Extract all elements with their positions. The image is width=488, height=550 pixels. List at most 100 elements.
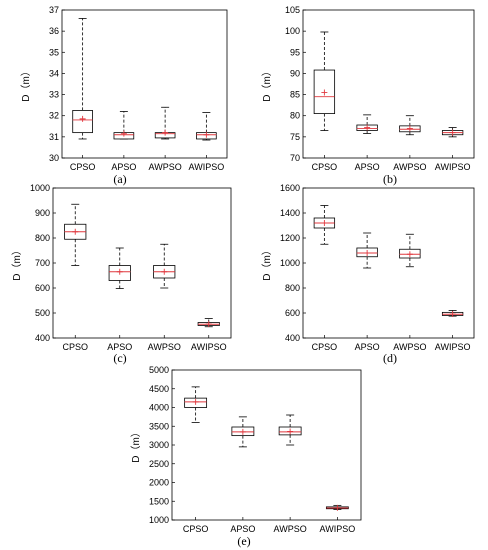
box-awipso xyxy=(197,318,220,328)
x-tick-label-apso: APSO xyxy=(111,162,136,172)
box-awpso xyxy=(399,115,421,136)
mean-marker xyxy=(72,228,79,235)
box-cpso xyxy=(313,205,336,245)
panel-e: 1000 1500 2000 2500 3000 3500 4000 4500 5000 D（m）… xyxy=(130,365,362,548)
y-tick-label: 900 xyxy=(35,208,50,218)
y-tick-label: 4000 xyxy=(149,403,169,413)
y-tick-label: 4500 xyxy=(149,384,169,394)
y-tick-label: 30 xyxy=(49,153,59,163)
mean-marker xyxy=(364,124,371,131)
box-awpso xyxy=(278,414,302,446)
mean-marker xyxy=(79,115,86,122)
mean-marker xyxy=(449,129,456,136)
y-tick-label: 1500 xyxy=(149,496,169,506)
mean-marker xyxy=(287,428,294,435)
y-axis-label: D（m） xyxy=(11,245,23,281)
y-tick-label: 3000 xyxy=(149,440,169,450)
mean-marker xyxy=(161,268,168,275)
y-tick-label: 31 xyxy=(49,132,59,142)
panel-b: 70 75 80 85 90 95 100 105 D（m） CPSO APSO AWPSO AWIPS… xyxy=(261,5,475,186)
panel-caption: (e) xyxy=(237,534,250,548)
x-tick-label-apso: APSO xyxy=(230,524,255,534)
y-tick-label: 800 xyxy=(35,233,50,243)
panel-caption: (d) xyxy=(383,351,397,365)
x-tick-label-awpso: AWPSO xyxy=(148,342,181,352)
box-apso xyxy=(356,232,378,269)
x-tick-label-awipso: AWIPSO xyxy=(435,342,471,352)
box-apso xyxy=(113,111,135,140)
mean-marker xyxy=(162,129,169,136)
panel-c: 400 500 600 700 800 900 1000 D（m） CPSO APSO AWPSO A… xyxy=(11,183,232,365)
y-tick-label: 85 xyxy=(290,90,300,100)
y-tick-label: 34 xyxy=(49,68,59,78)
x-tick-label-awipso: AWIPSO xyxy=(189,162,225,172)
y-tick-label: 600 xyxy=(35,283,50,293)
box-awpso xyxy=(399,233,421,268)
mean-marker xyxy=(321,89,328,96)
y-tick-label: 75 xyxy=(290,132,300,142)
x-tick-label-cpso: CPSO xyxy=(70,162,96,172)
y-tick-label: 3500 xyxy=(149,421,169,431)
y-tick-label: 2500 xyxy=(149,459,169,469)
y-tick-label: 70 xyxy=(290,153,300,163)
y-axis-label: D（m） xyxy=(130,427,142,463)
mean-marker xyxy=(321,220,328,226)
box-awipso xyxy=(441,127,464,138)
panel-caption: (a) xyxy=(113,172,126,186)
plot-frame xyxy=(302,9,475,159)
y-tick-label: 400 xyxy=(285,333,300,343)
y-axis-label: D（m） xyxy=(261,66,273,102)
y-tick-label: 36 xyxy=(49,26,59,36)
y-tick-label: 600 xyxy=(285,308,300,318)
box-cpso xyxy=(72,18,93,140)
y-axis-label: D（m） xyxy=(20,66,32,102)
mean-marker xyxy=(116,268,123,275)
panel-caption: (b) xyxy=(383,172,397,186)
y-tick-label: 32 xyxy=(49,111,59,121)
y-tick-label: 1000 xyxy=(30,183,50,193)
box-cpso xyxy=(184,386,208,423)
mean-marker xyxy=(334,504,341,511)
panel-a: 30 31 32 33 34 35 36 37 D（m） CPSO APSO AWPSO AWIPSO (… xyxy=(20,5,228,186)
y-axis-label: D（m） xyxy=(261,245,273,281)
x-tick-label-awpso: AWPSO xyxy=(274,524,307,534)
x-tick-label-awipso: AWIPSO xyxy=(320,524,356,534)
x-tick-label-cpso: CPSO xyxy=(312,342,338,352)
y-tick-label: 35 xyxy=(49,47,59,57)
box-awpso xyxy=(153,243,176,289)
box-cpso xyxy=(64,203,87,266)
x-tick-label-apso: APSO xyxy=(107,342,132,352)
y-tick-label: 2000 xyxy=(149,478,169,488)
panel-d: 400 600 800 1000 1200 1400 1600 D（m） CPSO APSO AWP… xyxy=(261,183,475,365)
y-tick-label: 37 xyxy=(49,5,59,15)
mean-marker xyxy=(406,251,413,258)
y-tick-label: 700 xyxy=(35,258,50,268)
box-apso xyxy=(108,247,131,289)
mean-marker xyxy=(449,311,456,317)
box-apso xyxy=(231,416,255,448)
box-cpso xyxy=(313,31,336,131)
y-tick-label: 105 xyxy=(285,5,300,15)
y-tick-label: 90 xyxy=(290,68,300,78)
x-tick-label-awpso: AWPSO xyxy=(393,162,426,172)
plot-frame xyxy=(61,9,228,159)
y-tick-label: 5000 xyxy=(149,365,169,375)
y-tick-label: 1000 xyxy=(280,258,300,268)
plot-frame xyxy=(52,187,232,339)
mean-marker xyxy=(120,130,127,137)
y-tick-label: 1200 xyxy=(280,233,300,243)
x-tick-label-cpso: CPSO xyxy=(312,162,338,172)
y-tick-label: 400 xyxy=(35,333,50,343)
y-tick-label: 33 xyxy=(49,90,59,100)
x-tick-label-awpso: AWPSO xyxy=(149,162,182,172)
box-awipso xyxy=(325,504,349,511)
y-tick-label: 1600 xyxy=(280,183,300,193)
x-tick-label-awipso: AWIPSO xyxy=(435,162,471,172)
x-tick-label-cpso: CPSO xyxy=(183,524,209,534)
x-tick-label-apso: APSO xyxy=(355,342,380,352)
panel-caption: (c) xyxy=(113,351,126,365)
y-tick-label: 1400 xyxy=(280,208,300,218)
x-tick-label-cpso: CPSO xyxy=(62,342,88,352)
box-awipso xyxy=(441,310,464,317)
y-tick-label: 500 xyxy=(35,308,50,318)
